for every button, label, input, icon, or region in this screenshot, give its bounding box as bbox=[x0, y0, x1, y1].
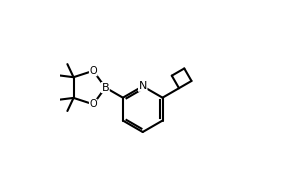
Text: O: O bbox=[89, 99, 97, 109]
Text: B: B bbox=[102, 83, 109, 93]
Text: O: O bbox=[89, 66, 97, 76]
Text: N: N bbox=[139, 81, 147, 91]
